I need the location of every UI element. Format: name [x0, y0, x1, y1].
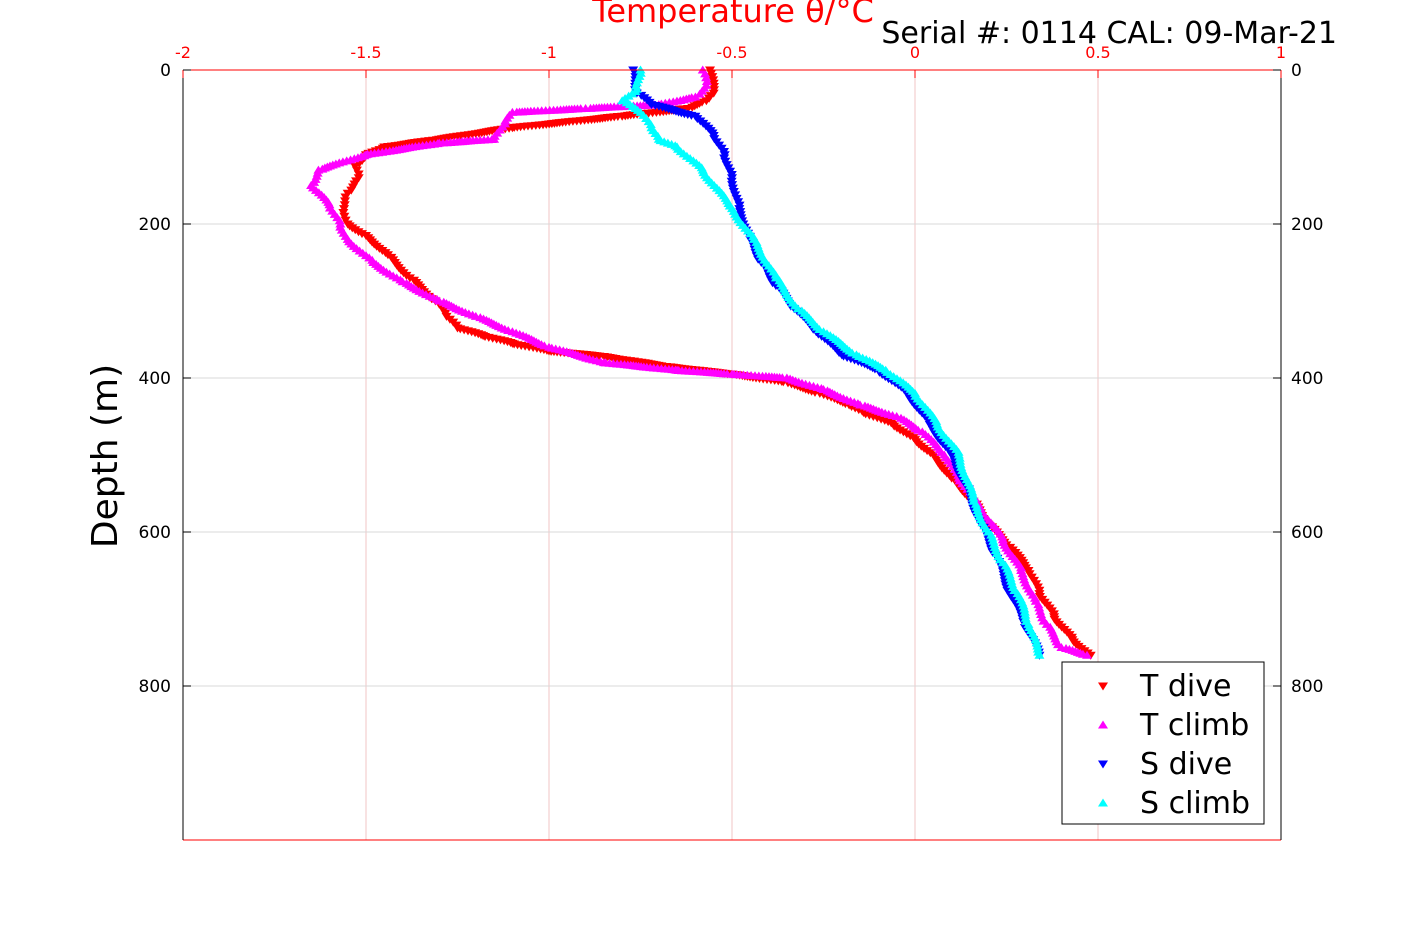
data-point: [645, 120, 656, 129]
data-point: [1019, 604, 1030, 613]
y-tick-label-right: 600: [1291, 523, 1323, 543]
x-tick-label: -1.5: [350, 43, 381, 62]
y-tick-label-left: 400: [139, 369, 171, 389]
data-point: [700, 69, 711, 78]
x-tick-label: -2: [175, 43, 191, 62]
legend-marker: [1098, 760, 1108, 769]
series-t-climb: [306, 65, 1093, 659]
series-s-climb: [617, 65, 1045, 659]
legend: T dive T climb S dive S climb: [1061, 661, 1265, 825]
legend-marker: [1098, 798, 1108, 807]
legend-marker: [1098, 720, 1108, 729]
data-point: [334, 216, 345, 225]
series-plot: [306, 65, 1096, 660]
legend-label: S climb: [1140, 786, 1250, 821]
legend-label: T climb: [1139, 708, 1249, 743]
y-tick-label-right: 400: [1291, 369, 1323, 389]
legend-label: S dive: [1140, 747, 1232, 782]
data-point: [1082, 650, 1093, 659]
chart-subtitle: Serial #: 0114 CAL: 09-Mar-21: [881, 16, 1337, 51]
data-point: [324, 200, 335, 209]
x-tick-label: 1: [1276, 43, 1286, 62]
x-tick-label: -0.5: [716, 43, 747, 62]
x-tick-label: 0: [910, 43, 920, 62]
axes: [182, 69, 1282, 841]
data-point: [1034, 650, 1045, 659]
legend-marker: [1098, 682, 1108, 691]
data-point: [701, 73, 712, 82]
x-axis-title: Temperature θ/°C: [591, 0, 874, 30]
y-tick-label-left: 600: [139, 523, 171, 543]
y-tick-label-right: 200: [1291, 215, 1323, 235]
legend-label: T dive: [1139, 669, 1231, 704]
series-t-dive: [338, 66, 1096, 660]
x-tick-label: -1: [541, 43, 557, 62]
y-tick-label-left: 200: [139, 215, 171, 235]
data-point: [404, 274, 415, 283]
legend-box: [1061, 661, 1265, 825]
y-tick-label-right: 0: [1291, 61, 1302, 81]
y-tick-label-left: 0: [160, 61, 171, 81]
y-tick-label-left: 800: [139, 677, 171, 697]
y-axis-label: Depth (m): [85, 364, 126, 548]
y-tick-label-right: 800: [1291, 677, 1323, 697]
x-tick-label: 0.5: [1085, 43, 1110, 62]
data-point: [701, 77, 712, 86]
